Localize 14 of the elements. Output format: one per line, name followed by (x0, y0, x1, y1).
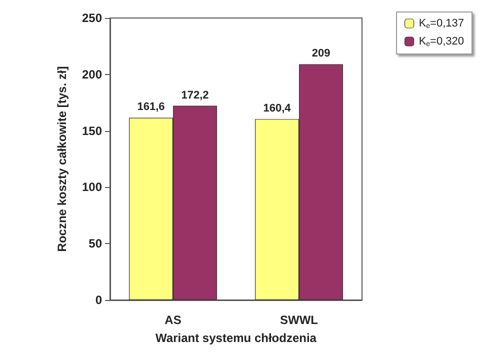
data-label: 160,4 (263, 102, 292, 115)
y-tick-label: 100 (82, 180, 102, 194)
x-axis-title: Wariant systemu chłodzenia (156, 331, 317, 345)
x-tick-label: AS (164, 313, 182, 327)
y-axis-title: Roczne koszty całkowite [tys. zł] (55, 66, 69, 252)
y-tick-label: 250 (82, 11, 102, 25)
x-tick-label: SWWL (280, 313, 318, 327)
y-tick-label: 50 (88, 236, 102, 251)
y-tick-label: 200 (82, 67, 102, 82)
data-label: 209 (312, 48, 330, 60)
y-tick-label: 0 (95, 293, 102, 307)
data-label: 161,6 (137, 101, 165, 114)
data-label: 172,2 (181, 89, 209, 102)
y-tick-label: 150 (82, 124, 102, 138)
